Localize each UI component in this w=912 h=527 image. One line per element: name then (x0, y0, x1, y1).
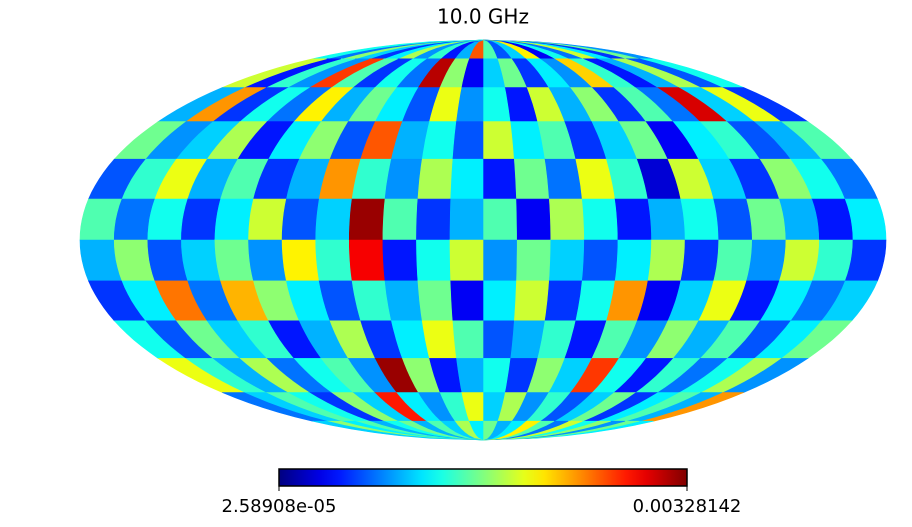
map-cell (712, 239, 753, 282)
map-cell (416, 158, 453, 200)
map-cell (312, 420, 484, 441)
map-cell (482, 158, 517, 200)
map-cell (449, 239, 484, 282)
map-cell (281, 239, 319, 282)
map-cell (449, 198, 484, 241)
map-cell (416, 280, 453, 322)
map-cell (614, 198, 652, 241)
map-cell (451, 121, 484, 160)
map-cell (482, 121, 515, 160)
map-cell (745, 239, 786, 282)
map-cell (647, 239, 685, 282)
map-cell (451, 320, 484, 359)
map-cell (384, 280, 422, 322)
map-cell (180, 198, 221, 241)
map-cell (679, 198, 719, 241)
map-cell (247, 239, 287, 282)
map-cell (482, 87, 511, 122)
map-cell (482, 239, 517, 282)
map-cell (581, 239, 618, 282)
map-cell (281, 198, 319, 241)
map-title: 10.0 GHz (437, 5, 529, 29)
map-cell (544, 280, 582, 322)
map-cell (381, 239, 418, 282)
map-cell (213, 198, 254, 241)
map-cell (482, 198, 517, 241)
map-cell (482, 358, 511, 393)
map-cell (381, 198, 418, 241)
map-cell (482, 320, 515, 359)
map-cell (745, 198, 786, 241)
map-cell (213, 239, 254, 282)
map-cell (679, 239, 719, 282)
map-cell (384, 158, 422, 200)
map-cell (614, 239, 652, 282)
map-cells (79, 39, 887, 441)
map-cell (548, 239, 585, 282)
map-cell (647, 198, 685, 241)
map-cell (712, 198, 753, 241)
map-cell (515, 239, 551, 282)
map-cell (180, 239, 221, 282)
map-cell (449, 280, 484, 322)
map-cell (482, 280, 517, 322)
map-cell (544, 158, 582, 200)
map-cell (314, 198, 352, 241)
colorbar-tick-label: 0.00328142 (633, 496, 742, 517)
map-cell (348, 198, 385, 241)
map-cell (548, 198, 585, 241)
colorbar-tick-label: 2.58908e-05 (222, 496, 337, 517)
map-cell (513, 280, 550, 322)
map-cell (314, 239, 352, 282)
map-cell (415, 239, 451, 282)
map-cell (348, 239, 385, 282)
map-cell (449, 158, 484, 200)
map-cell (581, 198, 618, 241)
map-cell (513, 158, 550, 200)
map-cell (515, 198, 551, 241)
map-cell (415, 198, 451, 241)
map-cell (247, 198, 287, 241)
colorbar (278, 468, 688, 487)
